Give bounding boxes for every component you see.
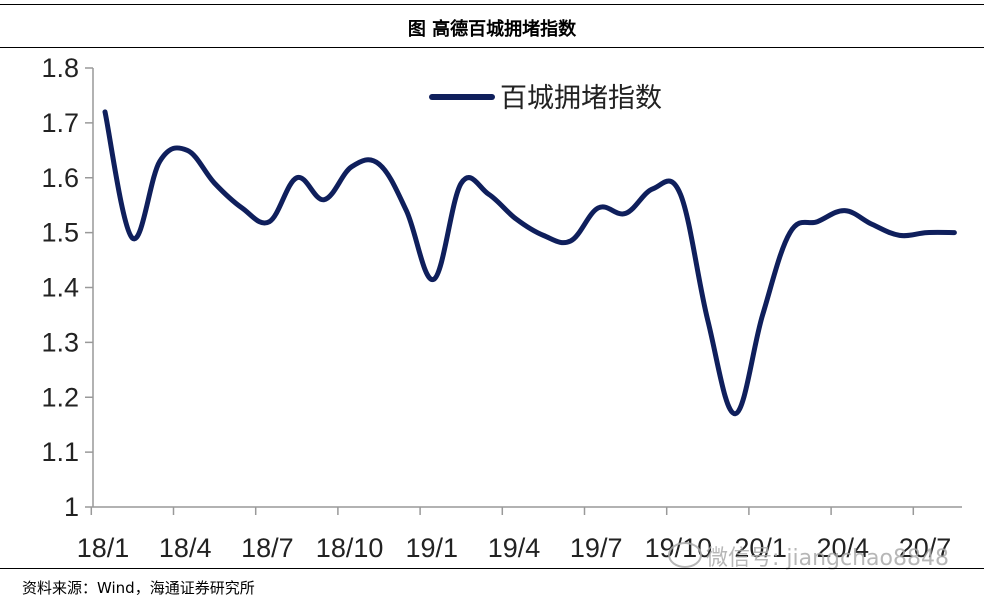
legend-label: 百城拥堵指数 bbox=[500, 83, 662, 114]
y-tick-label: 1.4 bbox=[41, 273, 79, 303]
x-tick-label: 20/7 bbox=[899, 533, 952, 563]
x-tick-label: 20/4 bbox=[817, 533, 870, 563]
watermark: 微信号: jiangchao8848 bbox=[668, 540, 949, 572]
series-line bbox=[102, 109, 957, 417]
x-tick-label: 19/1 bbox=[406, 533, 459, 563]
y-tick-label: 1 bbox=[64, 492, 79, 522]
y-tick-label: 1.2 bbox=[41, 382, 79, 412]
wechat-icon bbox=[668, 542, 702, 568]
y-tick-label: 1.3 bbox=[41, 327, 79, 357]
x-tick-label: 18/4 bbox=[159, 533, 212, 563]
chart-title: 图 高德百城拥堵指数 bbox=[407, 19, 577, 40]
watermark-text: 微信号: jiangchao8848 bbox=[706, 546, 949, 571]
y-tick-label: 1.7 bbox=[41, 108, 79, 138]
y-tick-label: 1.5 bbox=[41, 218, 79, 248]
y-tick-label: 1.8 bbox=[41, 53, 79, 83]
series-layer bbox=[102, 109, 957, 417]
y-axis: 1 1.1 1.2 1.3 1.4 1.5 1.6 1.7 1.8 bbox=[41, 53, 94, 522]
source-note: 资料来源：Wind，海通证券研究所 bbox=[22, 579, 255, 597]
x-tick-label: 20/1 bbox=[734, 533, 787, 563]
x-tick-label: 18/7 bbox=[241, 533, 294, 563]
y-tick-label: 1.6 bbox=[41, 163, 79, 193]
x-axis: 18/1 18/4 18/7 18/10 19/1 19/4 19/7 19/10 20/1 20… bbox=[77, 506, 962, 563]
line-chart: 1 1.1 1.2 1.3 1.4 1.5 1.6 1.7 1.8 18/1 18/4 18/7 18… bbox=[41, 53, 962, 563]
x-tick-label: 19/7 bbox=[570, 533, 623, 563]
footer: 资料来源：Wind，海通证券研究所 bbox=[0, 568, 984, 603]
title-bar: 图 高德百城拥堵指数 bbox=[0, 4, 984, 48]
x-tick-label: 19/4 bbox=[488, 533, 541, 563]
x-tick-label: 18/10 bbox=[316, 533, 384, 563]
y-tick-label: 1.1 bbox=[41, 437, 79, 467]
x-tick-label: 18/1 bbox=[77, 533, 130, 563]
legend: 百城拥堵指数 bbox=[429, 83, 662, 114]
